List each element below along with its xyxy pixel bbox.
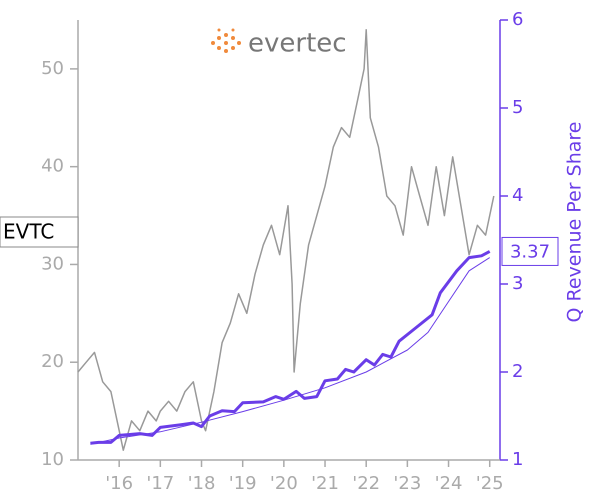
y-tick-label: 40 (41, 156, 64, 177)
logo-dot (211, 41, 215, 45)
x-tick-label: '17 (146, 473, 174, 494)
x-tick-label: '18 (188, 473, 216, 494)
logo-dot (231, 36, 235, 40)
y-tick-label: 10 (41, 449, 64, 470)
logo-dot (217, 36, 221, 40)
logo-dot (224, 41, 228, 45)
series-line (77, 29, 495, 451)
y2-tick-label: 1 (512, 449, 523, 470)
last-value-label: 3.37 (510, 241, 550, 262)
x-tick-label: '20 (270, 473, 298, 494)
x-tick-label: '21 (311, 473, 339, 494)
last-value-box (501, 236, 559, 266)
logo-dot (231, 28, 235, 32)
y-tick-label: 20 (41, 351, 64, 372)
y2-tick-label: 2 (512, 361, 523, 382)
x-tick-label: '16 (105, 473, 133, 494)
series-line (90, 257, 490, 445)
logo-dot (217, 28, 221, 32)
logo-dot (231, 46, 235, 50)
x-tick-label: '22 (352, 473, 380, 494)
y2-tick-label: 3 (512, 273, 523, 294)
y2-tick-label: 6 (512, 9, 523, 30)
logo-text: evertec (248, 29, 347, 59)
y2-axis-label: Q Revenue Per Share (564, 122, 586, 323)
x-tick-label: '23 (393, 473, 421, 494)
x-tick-label: '19 (229, 473, 257, 494)
x-tick-label: '25 (476, 473, 504, 494)
logo-dot (237, 41, 241, 45)
logo-dot (217, 46, 221, 50)
logo-dot (224, 33, 228, 37)
y2-tick-label: 4 (512, 185, 523, 206)
y-tick-label: 50 (41, 58, 64, 79)
ticker-label: EVTC (3, 220, 54, 244)
ticker-box (0, 216, 79, 248)
logo-dot (224, 49, 228, 53)
y2-tick-label: 5 (512, 97, 523, 118)
y-tick-label: 30 (41, 253, 64, 274)
logo (211, 28, 241, 53)
x-tick-label: '24 (435, 473, 463, 494)
